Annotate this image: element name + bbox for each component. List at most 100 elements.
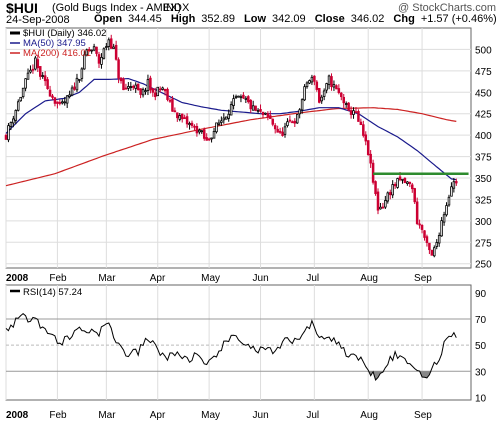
price-axis-tick-label: 250 [475,260,492,271]
rsi-axis-tick-label: 30 [475,367,487,378]
price-x-tick-label: Aug [360,273,378,284]
candle-body [68,94,71,97]
candle-body [7,125,10,141]
candle-body [352,110,355,115]
candle-body [198,129,201,133]
candle-body [26,72,30,80]
price-x-tick-label: Feb [49,273,67,284]
stockcharts-credit-link[interactable]: @ StockCharts.com [398,2,496,14]
candle-body [249,99,252,110]
open-label: Open [94,13,123,25]
candle-body [97,54,101,64]
candle-body [176,112,179,119]
candle-body [92,46,96,51]
candle-body [195,126,199,134]
candle-body [34,57,37,70]
rsi-x-tick-label: Apr [150,410,166,421]
candle-body [423,230,426,238]
candle-body [247,96,250,103]
candle-body [46,79,49,90]
candle-body [107,39,111,47]
open-value: 344.45 [128,13,162,25]
candle-body [325,83,328,91]
candle-body [388,192,392,196]
high-value: 352.89 [201,13,235,25]
price-x-tick-label: May [201,273,220,284]
candle-body [158,88,162,91]
candle-body [288,119,292,122]
candle-body [29,69,32,73]
candle-body [146,79,150,91]
candle-body [207,138,211,141]
candle-body [217,122,221,125]
candle-body [117,59,120,79]
candle-body [415,201,419,224]
price-x-tick-label: Jun [253,273,269,284]
candle-body [90,49,93,52]
chart-index-name: (Gold Bugs Index - AMEX) [52,2,181,14]
candle-body [227,113,230,119]
candle-body [4,134,8,140]
candle-body [330,76,333,87]
low-label: Low [244,13,267,25]
rsi-x-tick-label: 2008 [6,410,29,421]
price-axis-tick-label: 425 [475,110,492,121]
candle-body [354,111,358,114]
candle-body [276,128,279,133]
candle-body [281,131,284,136]
candle-body [168,99,172,102]
candle-body [85,49,89,56]
rsi-legend-entry: RSI(14) 57.24 [23,287,82,298]
candle-body [300,99,304,111]
candle-body [53,97,57,104]
rsi-x-tick-label: Mar [98,410,116,421]
price-x-tick-label: Sep [414,273,432,284]
candle-body [229,104,233,116]
candle-body [244,97,248,100]
candle-body [376,191,380,211]
candle-body [200,130,204,133]
candle-body [335,85,338,90]
candle-body [398,176,402,181]
candle-body [379,206,382,210]
candle-body [266,113,270,118]
candle-body [237,95,240,98]
candle-body [51,95,54,98]
candle-body [391,184,394,196]
candle-body [452,181,456,189]
candle-body [139,88,142,95]
candle-body [366,140,370,156]
candle-body [442,214,446,223]
rsi-axis-tick-label: 70 [475,315,487,326]
candle-body [163,88,167,92]
candle-body [254,105,257,111]
candle-body [259,109,262,112]
candle-body [102,48,106,59]
candle-body [105,46,108,48]
candle-body [180,113,184,120]
candle-body [166,88,169,100]
candle-body [12,118,15,124]
rsi-x-tick-label: Aug [360,410,378,421]
rsi-axis-tick-label: 50 [475,341,487,352]
candle-body [24,78,27,89]
price-axis-tick-label: 275 [475,238,492,249]
rsi-x-tick-label: Jun [253,410,269,421]
candle-body [100,57,103,65]
candle-body [124,87,128,90]
candle-body [154,92,157,98]
candle-body [381,206,385,209]
candle-body [83,54,86,70]
candle-body [447,196,451,206]
rsi-x-tick-label: May [201,410,220,421]
candle-body [234,96,238,99]
candle-body [43,75,47,82]
candle-body [95,46,98,54]
chart-exchange: INDX [163,2,190,14]
candle-body [39,66,42,77]
candle-body [332,84,336,88]
candle-body [210,137,213,140]
candle-body [310,76,314,83]
candle-body [225,116,228,120]
